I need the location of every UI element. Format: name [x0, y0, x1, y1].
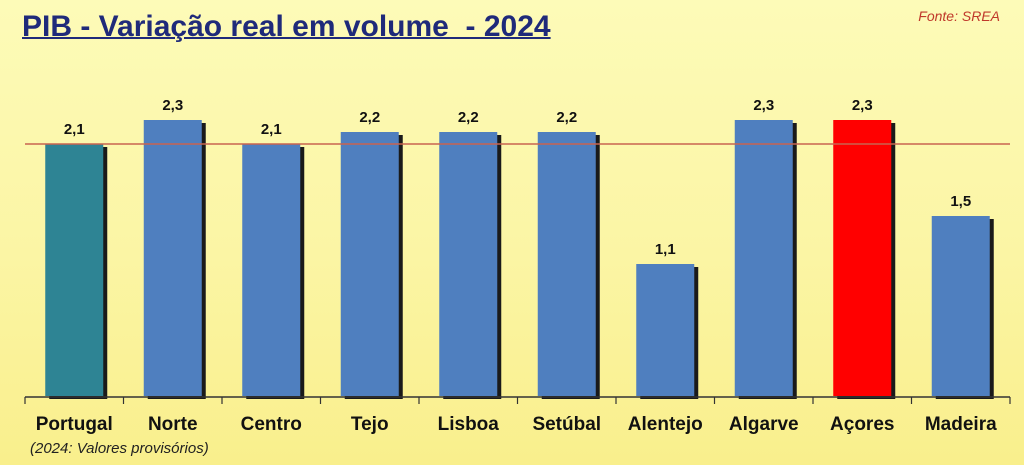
- value-label: 2,3: [753, 97, 774, 114]
- category-label: Madeira: [925, 414, 997, 435]
- value-label: 1,1: [655, 241, 676, 258]
- bar-setúbal: [537, 132, 596, 396]
- bar-tejo: [340, 132, 399, 396]
- category-label: Portugal: [36, 414, 113, 435]
- category-label: Norte: [148, 414, 198, 435]
- category-label: Açores: [830, 414, 894, 435]
- category-label: Centro: [241, 414, 302, 435]
- value-label: 2,2: [458, 109, 479, 126]
- footnote: (2024: Valores provisórios): [30, 440, 209, 457]
- bar-portugal: [45, 144, 104, 396]
- category-label: Tejo: [351, 414, 389, 435]
- value-label: 2,3: [162, 97, 183, 114]
- value-label: 1,5: [950, 193, 971, 210]
- category-label: Lisboa: [438, 414, 500, 435]
- bar-centro: [242, 144, 301, 396]
- category-label: Setúbal: [532, 414, 601, 435]
- bar-madeira: [931, 216, 990, 396]
- bar-lisboa: [439, 132, 498, 396]
- value-label: 2,1: [64, 121, 85, 138]
- bar-norte: [143, 120, 202, 396]
- category-label: Alentejo: [628, 414, 703, 435]
- bar-algarve: [734, 120, 793, 396]
- value-label: 2,1: [261, 121, 282, 138]
- value-label: 2,3: [852, 97, 873, 114]
- bar-alentejo: [636, 264, 695, 396]
- category-label: Algarve: [729, 414, 799, 435]
- value-label: 2,2: [359, 109, 380, 126]
- bar-açores: [833, 120, 892, 396]
- source-label: Fonte: SREA: [918, 8, 1000, 24]
- value-label: 2,2: [556, 109, 577, 126]
- chart-title: PIB - Variação real em volume - 2024: [22, 10, 551, 43]
